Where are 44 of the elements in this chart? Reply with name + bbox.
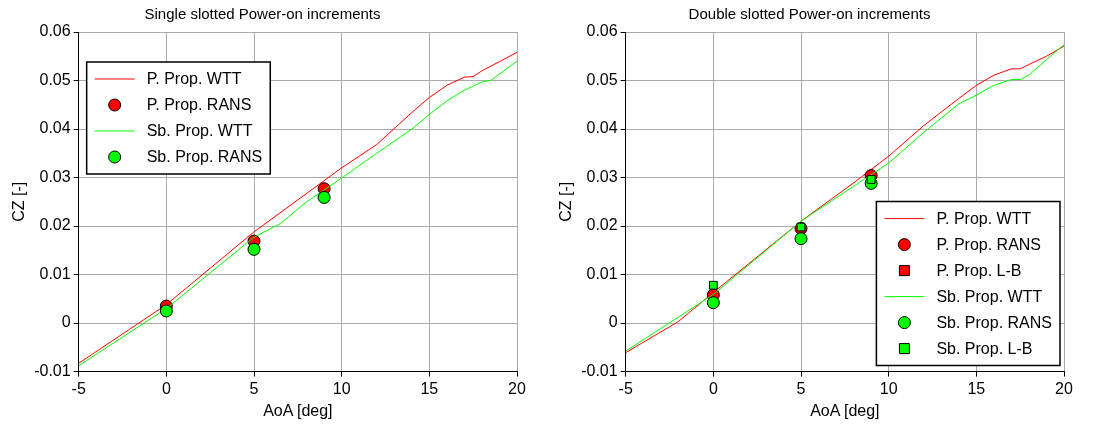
y-axis-title: CZ [-] <box>557 181 575 222</box>
x-tick-label: 10 <box>332 379 351 397</box>
y-tick-label: 0.06 <box>586 22 618 40</box>
y-tick-label: 0.04 <box>586 119 618 137</box>
chart-title: Double slotted Power-on increments <box>688 5 931 23</box>
y-tick-label: 0.03 <box>39 167 71 185</box>
x-tick-label: -5 <box>71 379 86 397</box>
y-tick-label: -0.01 <box>581 362 618 380</box>
x-tick-label: 20 <box>1055 379 1073 397</box>
y-tick-label: 0.06 <box>39 22 71 40</box>
y-tick-label: 0 <box>608 313 618 331</box>
y-tick-label: 0 <box>61 313 71 331</box>
chart-title: Single slotted Power-on increments <box>144 5 381 23</box>
legend-label: P. Prop. WTT <box>146 70 242 88</box>
y-tick-label: 0.05 <box>586 70 618 88</box>
y-tick-label: -0.01 <box>34 362 71 380</box>
x-tick-label: 5 <box>796 379 806 397</box>
legend-label: Sb. Prop. RANS <box>146 148 263 166</box>
y-tick-label: 0.01 <box>39 264 71 282</box>
y-tick-label: 0.03 <box>586 167 618 185</box>
x-tick-label: 0 <box>161 379 171 397</box>
legend-label: P. Prop. WTT <box>936 210 1032 228</box>
legend-label: Sb. Prop. RANS <box>936 314 1053 332</box>
y-tick-label: 0.01 <box>586 264 618 282</box>
x-tick-label: 0 <box>708 379 718 397</box>
x-tick-label: 20 <box>508 379 526 397</box>
x-tick-label: 10 <box>879 379 898 397</box>
legend-label: P. Prop. L-B <box>936 262 1022 280</box>
legend-label: P. Prop. RANS <box>936 236 1042 254</box>
x-tick-label: 5 <box>249 379 259 397</box>
legend-label: Sb. Prop. WTT <box>936 288 1043 306</box>
legend-label: Sb. Prop. L-B <box>936 340 1033 358</box>
x-axis-title: AoA [deg] <box>263 401 333 419</box>
y-tick-label: 0.05 <box>39 70 71 88</box>
y-tick-label: 0.04 <box>39 119 71 137</box>
x-tick-label: 15 <box>420 379 439 397</box>
x-tick-label: 15 <box>967 379 986 397</box>
legend-label: P. Prop. RANS <box>146 96 252 114</box>
legend-label: Sb. Prop. WTT <box>146 122 253 140</box>
y-tick-label: 0.02 <box>39 216 71 234</box>
x-tick-label: -5 <box>618 379 633 397</box>
x-axis-title: AoA [deg] <box>810 401 880 419</box>
y-axis-title: CZ [-] <box>10 181 28 222</box>
y-tick-label: 0.02 <box>586 216 618 234</box>
